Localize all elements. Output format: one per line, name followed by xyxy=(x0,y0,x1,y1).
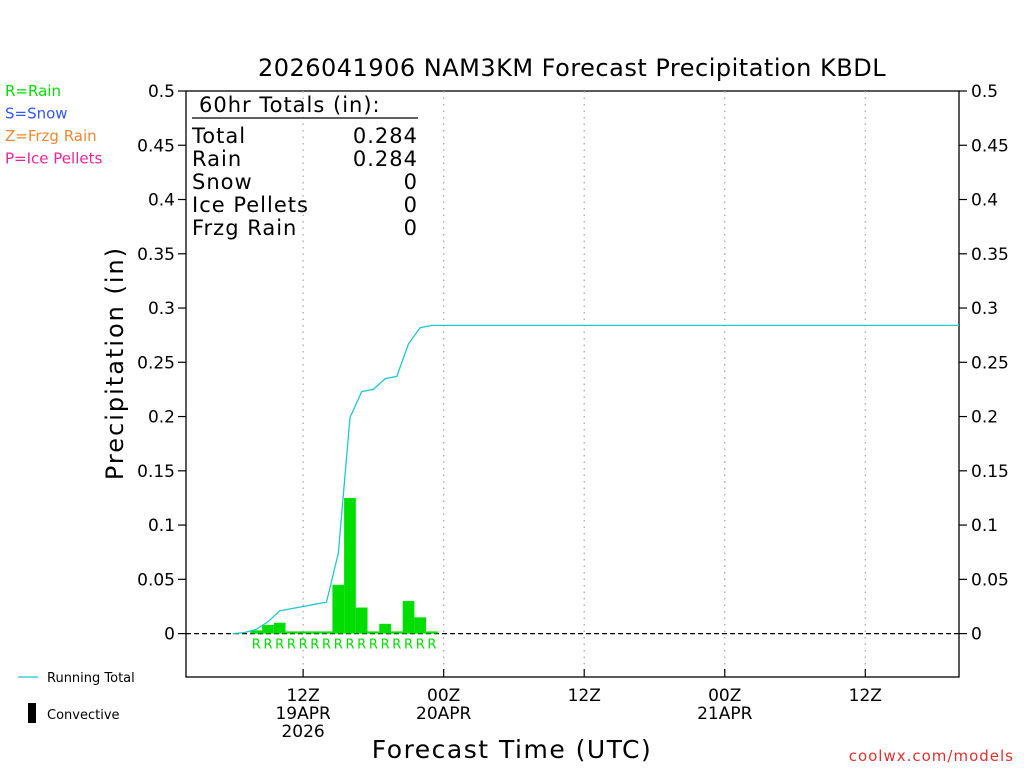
rain-bar-7 xyxy=(332,584,345,634)
rain-bar-2 xyxy=(273,622,286,634)
totals-label-4: Frzg Rain xyxy=(192,216,297,240)
x-tick-label-1-0: 00Z xyxy=(427,686,460,706)
precip-type-marker-12: R xyxy=(392,638,401,653)
legend-item-0: R=Rain xyxy=(5,82,61,100)
legend-item-3: P=Ice Pellets xyxy=(5,150,102,168)
x-tick-label-1-1: 20APR xyxy=(416,704,472,724)
rain-bars xyxy=(250,497,438,634)
y-tick-label-left-9: 0.45 xyxy=(137,136,175,156)
y-tick-label-left-6: 0.3 xyxy=(148,299,175,319)
running-total-line xyxy=(232,324,959,635)
y-tick-label-right-7: 0.35 xyxy=(971,245,1009,265)
x-tick-label-2-0: 12Z xyxy=(568,686,601,706)
y-axis-label: Precipitation (in) xyxy=(101,246,129,480)
precip-type-marker-2: R xyxy=(275,638,284,653)
rain-bar-5 xyxy=(308,631,321,634)
y-tick-label-right-4: 0.2 xyxy=(971,408,998,428)
y-tick-label-right-5: 0.25 xyxy=(971,353,1009,373)
rain-bar-3 xyxy=(285,631,298,634)
x-tick-label-0-0: 12Z xyxy=(286,686,319,706)
y-tick-label-right-3: 0.15 xyxy=(971,462,1009,482)
x-tick-label-0-1: 19APR xyxy=(275,704,331,724)
rain-bar-1 xyxy=(262,624,274,634)
y-tick-label-right-8: 0.4 xyxy=(971,191,998,211)
y-axis-ticks: 0 00.05 0.050.1 0.10.15 0.150.2 0.20.25 0.250.… xyxy=(137,82,1009,645)
precip-type-marker-14: R xyxy=(416,638,425,653)
totals-label-3: Ice Pellets xyxy=(192,193,309,217)
precip-type-marker-9: R xyxy=(357,638,366,653)
rain-bar-10 xyxy=(367,631,380,634)
y-tick-label-right-1: 0.05 xyxy=(971,570,1009,590)
rain-bar-14 xyxy=(414,617,427,634)
y-tick-label-left-10: 0.5 xyxy=(148,82,175,102)
precip-type-marker-7: R xyxy=(334,638,343,653)
totals-label-0: Total xyxy=(191,124,246,148)
rain-bar-9 xyxy=(355,607,368,634)
legend-item-1: S=Snow xyxy=(5,105,68,123)
y-tick-label-right-9: 0.45 xyxy=(971,136,1009,156)
totals-value-4: 0 xyxy=(404,216,418,240)
y-tick-label-right-10: 0.5 xyxy=(971,82,998,102)
rain-bar-8 xyxy=(344,497,356,634)
totals-value-2: 0 xyxy=(404,170,418,194)
x-tick-label-3-0: 00Z xyxy=(708,686,741,706)
y-tick-label-left-2: 0.1 xyxy=(148,516,175,536)
totals-value-0: 0.284 xyxy=(353,124,418,148)
series-legend: Running Total Convective xyxy=(18,671,135,723)
precip-type-marker-10: R xyxy=(369,638,378,653)
x-gridlines xyxy=(302,91,866,677)
x-axis-label: Forecast Time (UTC) xyxy=(372,735,652,764)
precip-type-marker-8: R xyxy=(345,638,354,653)
running-total-legend-label: Running Total xyxy=(47,671,135,686)
totals-box: 60hr Totals (in): Total 0.284 Rain 0.284 Sno… xyxy=(191,93,418,240)
y-tick-label-left-3: 0.15 xyxy=(137,462,175,482)
precip-type-marker-6: R xyxy=(322,638,331,653)
totals-value-3: 0 xyxy=(404,193,418,217)
plot-frame xyxy=(185,90,960,678)
x-tick-label-4-0: 12Z xyxy=(849,686,882,706)
precip-type-marker-4: R xyxy=(299,638,308,653)
totals-label-2: Snow xyxy=(192,170,253,194)
y-tick-label-left-8: 0.4 xyxy=(148,191,175,211)
totals-box-title: 60hr Totals (in): xyxy=(199,93,381,117)
x-tick-label-3-1: 21APR xyxy=(697,704,753,724)
y-tick-label-right-0: 0 xyxy=(971,625,982,645)
totals-rows: Total 0.284 Rain 0.284 Snow 0 Ice Pellets 0 Frzg… xyxy=(191,124,418,240)
rain-bar-6 xyxy=(320,631,333,634)
y-tick-label-right-2: 0.1 xyxy=(971,516,998,536)
y-tick-label-left-1: 0.05 xyxy=(137,570,175,590)
rain-bar-0 xyxy=(250,630,263,634)
precip-type-marker-15: R xyxy=(427,638,436,653)
rain-bar-12 xyxy=(390,631,403,634)
convective-legend-swatch xyxy=(28,703,36,723)
y-tick-label-left-7: 0.35 xyxy=(137,245,175,265)
rain-bar-15 xyxy=(426,631,438,634)
precip-type-marker-13: R xyxy=(404,638,413,653)
running-total-polyline xyxy=(232,324,959,635)
precip-type-marker-11: R xyxy=(381,638,390,653)
totals-label-1: Rain xyxy=(192,147,242,171)
rain-bar-13 xyxy=(402,601,415,634)
y-tick-label-left-0: 0 xyxy=(164,625,175,645)
x-tick-label-0-2: 2026 xyxy=(281,722,324,742)
rain-bar-11 xyxy=(379,623,391,634)
credit-text: coolwx.com/models xyxy=(849,747,1014,765)
precip-type-marker-0: R xyxy=(252,638,261,653)
legend-item-2: Z=Frzg Rain xyxy=(5,127,97,145)
y-tick-label-left-4: 0.2 xyxy=(148,408,175,428)
precip-type-marker-1: R xyxy=(263,638,272,653)
convective-legend-label: Convective xyxy=(47,708,120,723)
precip-type-legend: R=Rain S=Snow Z=Frzg Rain P=Ice Pellets xyxy=(5,82,102,168)
precip-type-marker-3: R xyxy=(287,638,296,653)
totals-value-1: 0.284 xyxy=(353,147,418,171)
chart-title: 2026041906 NAM3KM Forecast Precipitation… xyxy=(258,54,886,82)
precip-type-marker-5: R xyxy=(310,638,319,653)
y-tick-label-left-5: 0.25 xyxy=(137,353,175,373)
y-tick-label-right-6: 0.3 xyxy=(971,299,998,319)
rain-bar-4 xyxy=(297,631,309,634)
